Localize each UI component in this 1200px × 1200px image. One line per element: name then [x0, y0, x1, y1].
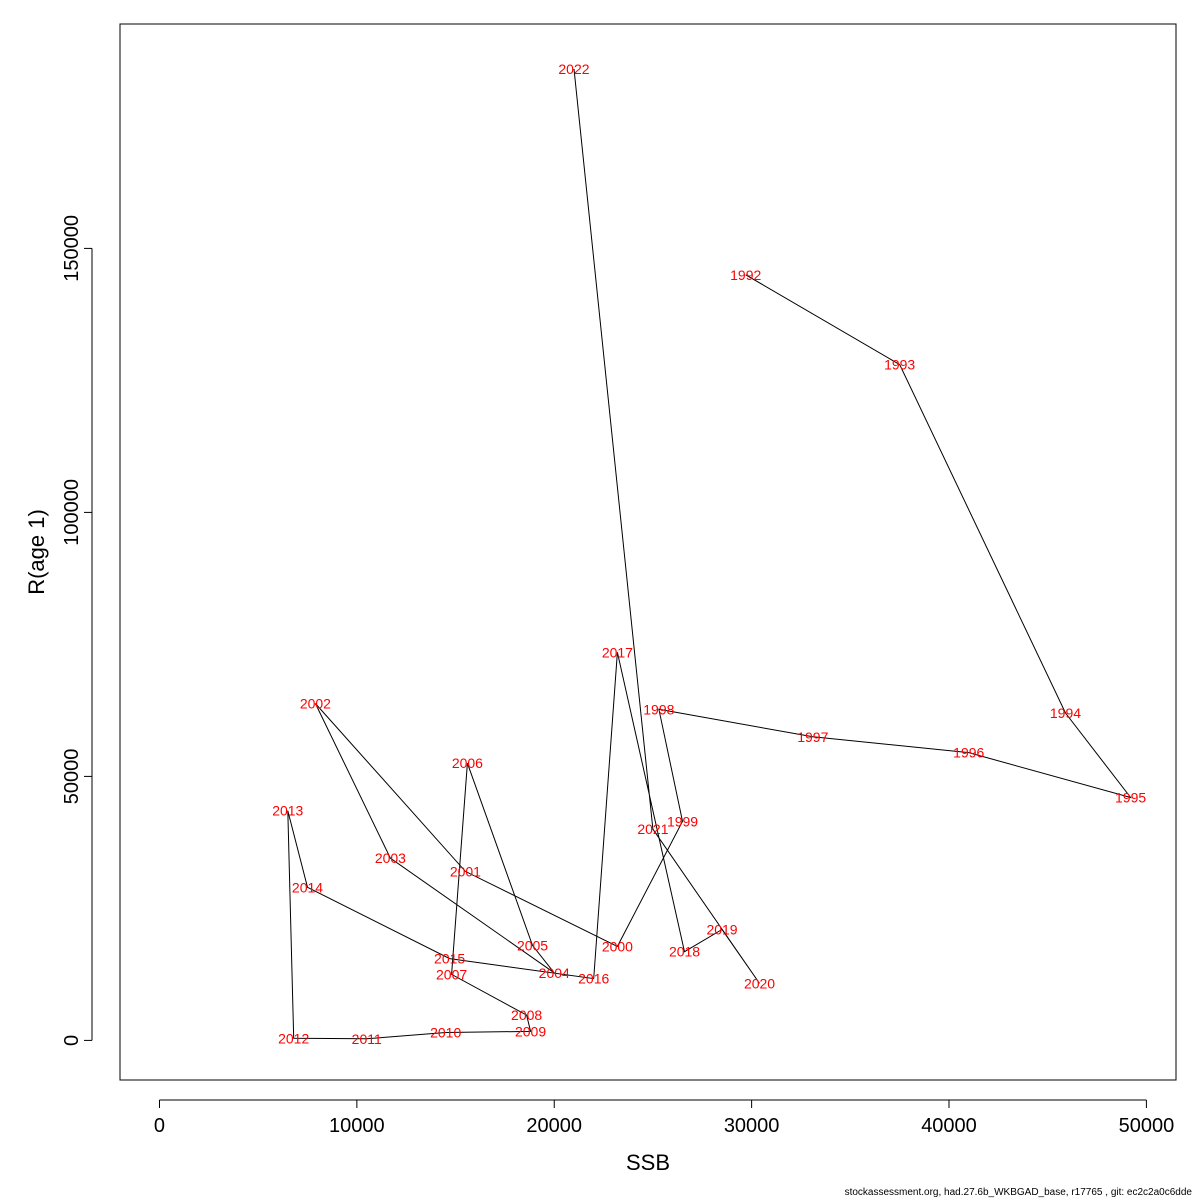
y-tick-label: 100000: [61, 479, 83, 546]
point-label-1998: 1998: [643, 701, 674, 717]
point-label-2010: 2010: [430, 1024, 461, 1040]
y-tick-label: 0: [61, 1035, 83, 1046]
point-label-1992: 1992: [730, 267, 761, 283]
point-label-2016: 2016: [578, 971, 609, 987]
point-label-2015: 2015: [434, 951, 465, 967]
point-label-2001: 2001: [450, 863, 481, 879]
point-label-2022: 2022: [558, 61, 589, 77]
x-tick-label: 0: [154, 1115, 165, 1137]
point-label-1993: 1993: [884, 357, 915, 373]
point-label-2011: 2011: [352, 1031, 382, 1047]
axes: 0 10000 20000 30000 40000 50000 0 50000 100000 15…: [61, 215, 1174, 1137]
point-label-2009: 2009: [515, 1023, 546, 1039]
point-label-2021: 2021: [637, 821, 668, 837]
point-label-2008: 2008: [511, 1007, 542, 1023]
y-tick-label: 150000: [61, 215, 83, 282]
point-label-2014: 2014: [292, 879, 323, 895]
point-label-2018: 2018: [669, 944, 700, 960]
x-tick-label: 10000: [329, 1115, 385, 1137]
point-label-1995: 1995: [1115, 790, 1146, 806]
point-label-2020: 2020: [744, 975, 775, 991]
point-label-2013: 2013: [272, 803, 303, 819]
series-line: [287, 68, 1132, 1040]
y-tick-label: 50000: [61, 749, 83, 805]
x-tick-label: 40000: [921, 1115, 977, 1137]
plot-frame: [119, 23, 1177, 1081]
point-label-2012: 2012: [278, 1030, 309, 1046]
y-axis-title: R(age 1): [24, 509, 49, 595]
point-label-1996: 1996: [953, 745, 984, 761]
point-label-1999: 1999: [667, 813, 698, 829]
x-axis-title: SSB: [626, 1150, 670, 1175]
point-label-2004: 2004: [539, 965, 570, 981]
point-label-1994: 1994: [1050, 705, 1081, 721]
point-label-2005: 2005: [517, 937, 548, 953]
x-tick-label: 30000: [724, 1115, 780, 1137]
x-tick-label: 50000: [1119, 1115, 1175, 1137]
point-label-1997: 1997: [797, 729, 828, 745]
point-labels: 1992 1993 1994 1995 1996 1997 1998 1999 2000 2001…: [272, 61, 1146, 1047]
point-label-2006: 2006: [452, 755, 483, 771]
point-label-2019: 2019: [706, 922, 737, 938]
point-label-2000: 2000: [602, 938, 633, 954]
point-label-2017: 2017: [602, 644, 633, 660]
point-label-2002: 2002: [300, 696, 331, 712]
footer-caption: stockassessment.org, had.27.6b_WKBGAD_ba…: [844, 1187, 1192, 1198]
point-label-2003: 2003: [375, 850, 406, 866]
x-tick-label: 20000: [526, 1115, 582, 1137]
point-label-2007: 2007: [436, 966, 467, 982]
